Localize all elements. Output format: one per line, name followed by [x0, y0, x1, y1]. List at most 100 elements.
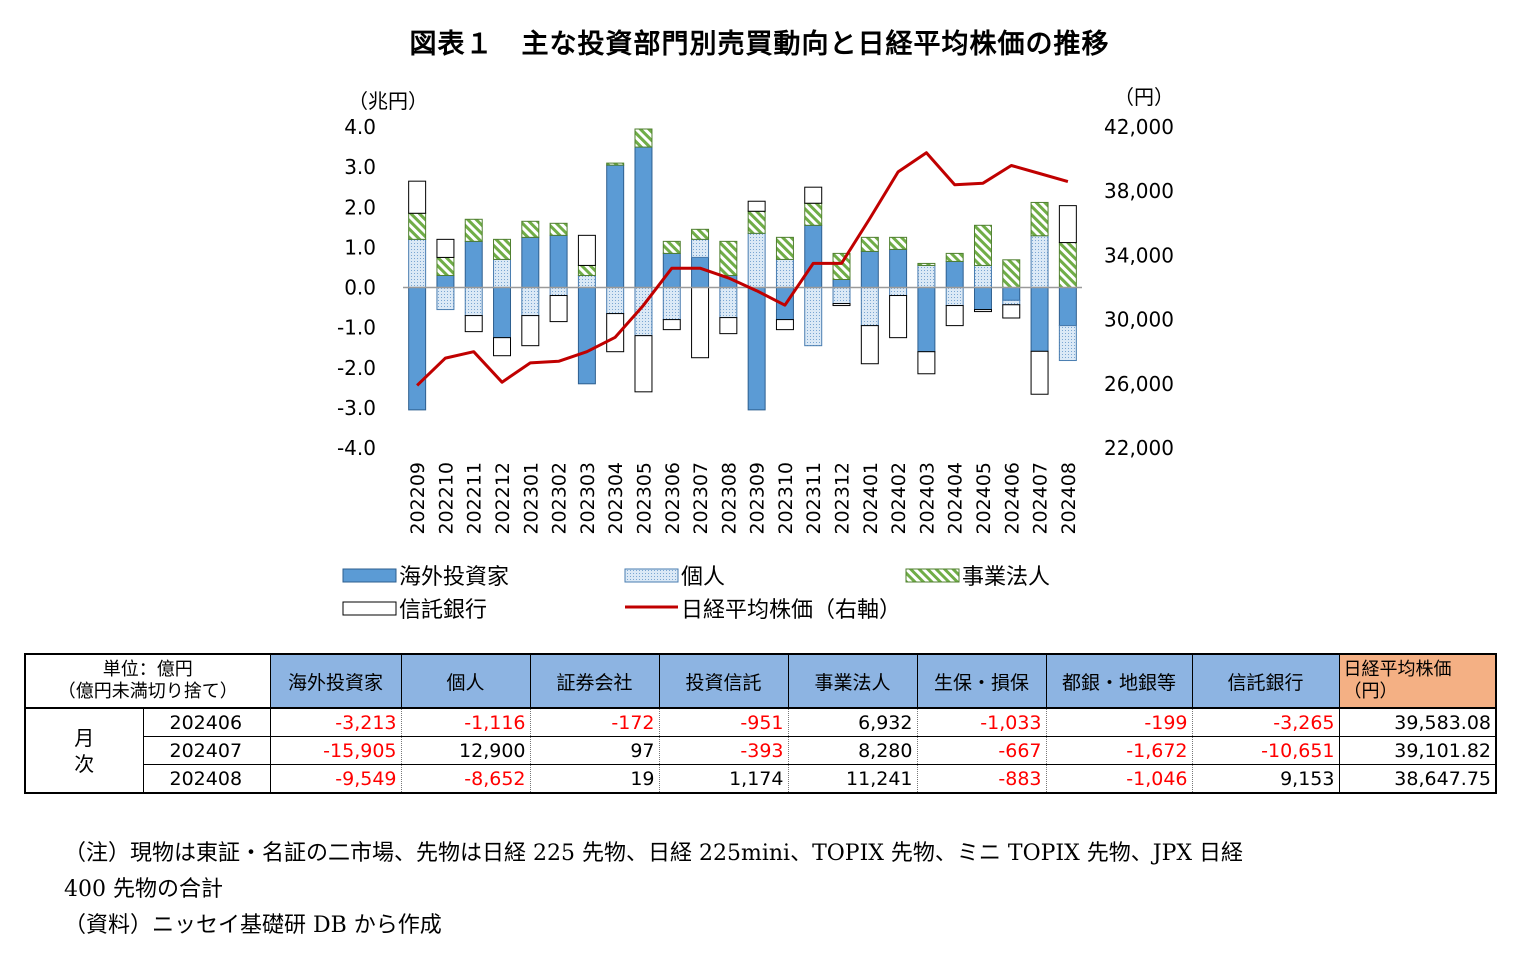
- cell-foreign: -3,213: [269, 707, 402, 737]
- bar-trust-202210: [436, 238, 455, 258]
- y-tick-label: -2.0: [337, 356, 376, 380]
- bar-trust-202303: [577, 234, 596, 266]
- bar-corporate-202211: [464, 218, 483, 242]
- bar-foreign-202408: [1058, 287, 1077, 327]
- bar-trust-202307: [691, 287, 710, 359]
- bar-individual-202210: [436, 287, 455, 311]
- bar-foreign-202404: [945, 260, 964, 289]
- nikkei-header-unit: （円）: [1343, 681, 1398, 702]
- header-nikkei: 日経平均株価 （円）: [1338, 653, 1497, 709]
- cell-insurance: -883: [916, 764, 1047, 794]
- x-tick-label: 202304: [605, 462, 627, 535]
- x-tick-label: 202312: [832, 462, 854, 535]
- y2-tick-label: 38,000: [1104, 179, 1174, 203]
- cell-investment-trust: 1,174: [658, 764, 789, 794]
- table-row: 202407 -15,905 12,900 97 -393 8,280 -667 -1,672…: [25, 736, 1497, 765]
- bar-corporate-202301: [521, 220, 540, 238]
- bar-individual-202312: [832, 287, 851, 305]
- bar-corporate-202401: [860, 236, 879, 252]
- bar-individual-202303: [577, 274, 596, 288]
- y2-tick-label: 22,000: [1104, 436, 1174, 460]
- bar-corporate-202209: [408, 212, 427, 240]
- bar-corporate-202305: [634, 128, 653, 148]
- cell-trust-bank: -3,265: [1191, 707, 1340, 737]
- bar-trust-202311: [804, 186, 823, 204]
- bar-trust-202301: [521, 315, 540, 347]
- bar-corporate-202308: [719, 240, 738, 276]
- x-tick-label: 202309: [747, 462, 769, 535]
- bar-individual-202309: [747, 232, 766, 289]
- bar-corporate-202402: [889, 236, 908, 250]
- bar-foreign-202303: [577, 287, 596, 385]
- x-tick-label: 202212: [492, 462, 514, 535]
- cell-corporate: 8,280: [787, 736, 918, 765]
- bar-foreign-202406: [1002, 287, 1021, 301]
- bar-individual-202404: [945, 287, 964, 307]
- right-axis-unit: （円）: [1114, 85, 1174, 109]
- y-tick-label: 3.0: [344, 155, 376, 179]
- monthly-label: 月次: [24, 707, 144, 794]
- cell-nikkei: 39,583.08: [1338, 707, 1497, 737]
- y2-tick-label: 34,000: [1104, 243, 1174, 267]
- period-cell: 202407: [142, 736, 271, 765]
- bar-individual-202301: [521, 287, 540, 317]
- bar-individual-202407: [1030, 235, 1049, 289]
- header-foreign: 海外投資家: [269, 653, 402, 709]
- unit-note: （億円未満切り捨て）: [57, 681, 238, 702]
- nikkei-header-label: 日経平均株価: [1343, 659, 1452, 680]
- x-tick-label: 202306: [662, 462, 684, 535]
- cell-foreign: -15,905: [269, 736, 402, 765]
- y2-tick-label: 30,000: [1104, 308, 1174, 332]
- x-tick-label: 202406: [1001, 462, 1023, 535]
- bar-individual-202304: [606, 287, 625, 315]
- bar-corporate-202304: [606, 162, 625, 166]
- bar-corporate-202311: [804, 202, 823, 226]
- cell-investment-trust: -393: [658, 736, 789, 765]
- x-tick-label: 202407: [1030, 462, 1052, 535]
- header-corporate: 事業法人: [787, 653, 918, 709]
- cell-trust-bank: -10,651: [1191, 736, 1340, 765]
- cell-individual: -1,116: [400, 707, 531, 737]
- bar-individual-202307: [691, 238, 710, 258]
- cell-corporate: 11,241: [787, 764, 918, 794]
- y-tick-label: 2.0: [344, 195, 376, 219]
- note-line-2: 400 先物の合計: [64, 877, 223, 902]
- x-tick-label: 202311: [803, 462, 825, 535]
- x-tick-label: 202405: [973, 462, 995, 535]
- bar-trust-202302: [549, 295, 568, 323]
- bar-individual-202402: [889, 287, 908, 297]
- bar-individual-202302: [549, 287, 568, 297]
- cell-banks: -1,672: [1045, 736, 1193, 765]
- legend-swatch-corporate: [905, 568, 960, 583]
- table-row: 月次 202406 -3,213 -1,116 -172 -951 6,932 -1,033-…: [24, 707, 1497, 794]
- bar-trust-202305: [634, 335, 653, 393]
- table-row: 202408 -9,549 -8,652 19 1,174 11,241 -883 -1,04…: [25, 764, 1497, 794]
- cell-trust-bank: 9,153: [1191, 764, 1340, 794]
- y-tick-label: -3.0: [337, 396, 376, 420]
- x-tick-label: 202408: [1058, 462, 1080, 535]
- x-tick-label: 202404: [945, 462, 967, 535]
- legend-label-foreign: 海外投資家: [399, 565, 509, 590]
- legend-label-nikkei: 日経平均株価（右軸）: [681, 598, 901, 623]
- header-individual: 個人: [400, 653, 531, 709]
- bar-corporate-202403: [917, 262, 936, 266]
- nikkei-line: [416, 151, 1069, 387]
- bar-corporate-202302: [549, 222, 568, 236]
- cell-foreign: -9,549: [269, 764, 402, 794]
- cell-individual: -8,652: [400, 764, 531, 794]
- bar-trust-202304: [606, 313, 625, 353]
- cell-corporate: 6,932: [787, 707, 918, 737]
- bar-foreign-202210: [436, 274, 455, 288]
- monthly-label-line-1: 月: [74, 725, 95, 750]
- bar-foreign-202405: [973, 287, 992, 311]
- bar-trust-202211: [464, 315, 483, 333]
- bar-trust-202401: [860, 325, 879, 365]
- x-tick-label: 202210: [435, 462, 457, 535]
- period-cell: 202408: [142, 764, 271, 794]
- bar-trust-202312: [832, 303, 851, 307]
- x-tick-label: 202209: [407, 462, 429, 535]
- header-securities: 証券会社: [529, 653, 660, 709]
- legend-swatch-foreign: [342, 568, 397, 583]
- x-tick-label: 202303: [577, 462, 599, 535]
- bar-foreign-202402: [889, 248, 908, 289]
